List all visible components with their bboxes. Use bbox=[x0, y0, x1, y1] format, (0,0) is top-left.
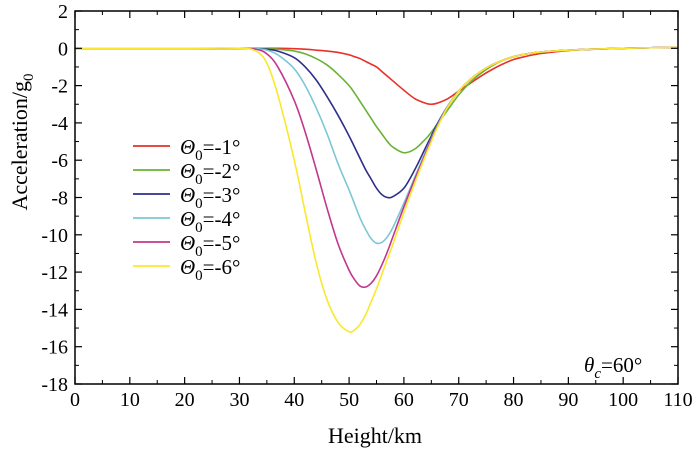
legend: Θ0=-1°Θ0=-2°Θ0=-3°Θ0=-4°Θ0=-5°Θ0=-6° bbox=[133, 135, 240, 284]
x-tick-label: 90 bbox=[558, 389, 578, 411]
annotation-sub: c bbox=[594, 366, 601, 382]
y-axis-title-main: Acceleration/g bbox=[7, 81, 32, 211]
x-tick-label: 0 bbox=[70, 389, 80, 411]
x-tick-label: 10 bbox=[120, 389, 140, 411]
x-axis-title: Height/km bbox=[328, 423, 422, 448]
legend-label-1: Θ0=-1° bbox=[180, 135, 240, 164]
y-tick-label: -6 bbox=[51, 150, 68, 172]
series-line-6 bbox=[74, 46, 679, 333]
x-tick-label: 30 bbox=[229, 389, 249, 411]
x-tick-label: 20 bbox=[175, 389, 195, 411]
y-tick-label: -10 bbox=[41, 225, 68, 247]
x-tick-label: 70 bbox=[449, 389, 469, 411]
x-tick-label: 60 bbox=[394, 389, 414, 411]
series-line-5 bbox=[74, 46, 679, 289]
theta-c-annotation: θc=60° bbox=[584, 353, 642, 382]
y-axis-title: Acceleration/g0 bbox=[7, 74, 37, 211]
series-line-3 bbox=[74, 46, 679, 199]
y-tick-label: 0 bbox=[58, 38, 68, 60]
axis-ticks: 0 10 20 30 40 50 60 70 80 90 100 11020-2-4-6-8-10-1… bbox=[41, 1, 692, 411]
legend-label-3: Θ0=-3° bbox=[180, 183, 240, 212]
y-tick-label: -14 bbox=[41, 299, 68, 321]
y-axis-title-sub: 0 bbox=[21, 74, 37, 82]
legend-label-6: Θ0=-6° bbox=[180, 255, 240, 284]
legend-label-5: Θ0=-5° bbox=[180, 231, 240, 260]
series-line-1 bbox=[74, 46, 679, 106]
series-curves bbox=[74, 46, 679, 333]
y-tick-label: -16 bbox=[41, 337, 68, 359]
y-tick-label: -8 bbox=[51, 188, 68, 210]
series-line-2 bbox=[74, 46, 679, 154]
y-tick-label: -12 bbox=[41, 262, 68, 284]
y-tick-label: -2 bbox=[51, 76, 68, 98]
y-tick-label: -18 bbox=[41, 374, 68, 396]
x-tick-label: 110 bbox=[663, 389, 692, 411]
legend-label-2: Θ0=-2° bbox=[180, 159, 240, 188]
y-tick-label: 2 bbox=[58, 1, 68, 23]
annotation-text: =60° bbox=[601, 353, 642, 377]
x-tick-label: 80 bbox=[504, 389, 524, 411]
y-tick-label: -4 bbox=[51, 113, 68, 135]
legend-label-4: Θ0=-4° bbox=[180, 207, 240, 236]
annotation-symbol: θ bbox=[584, 353, 594, 377]
x-tick-label: 50 bbox=[339, 389, 359, 411]
x-tick-label: 40 bbox=[284, 389, 304, 411]
x-tick-label: 100 bbox=[608, 389, 638, 411]
